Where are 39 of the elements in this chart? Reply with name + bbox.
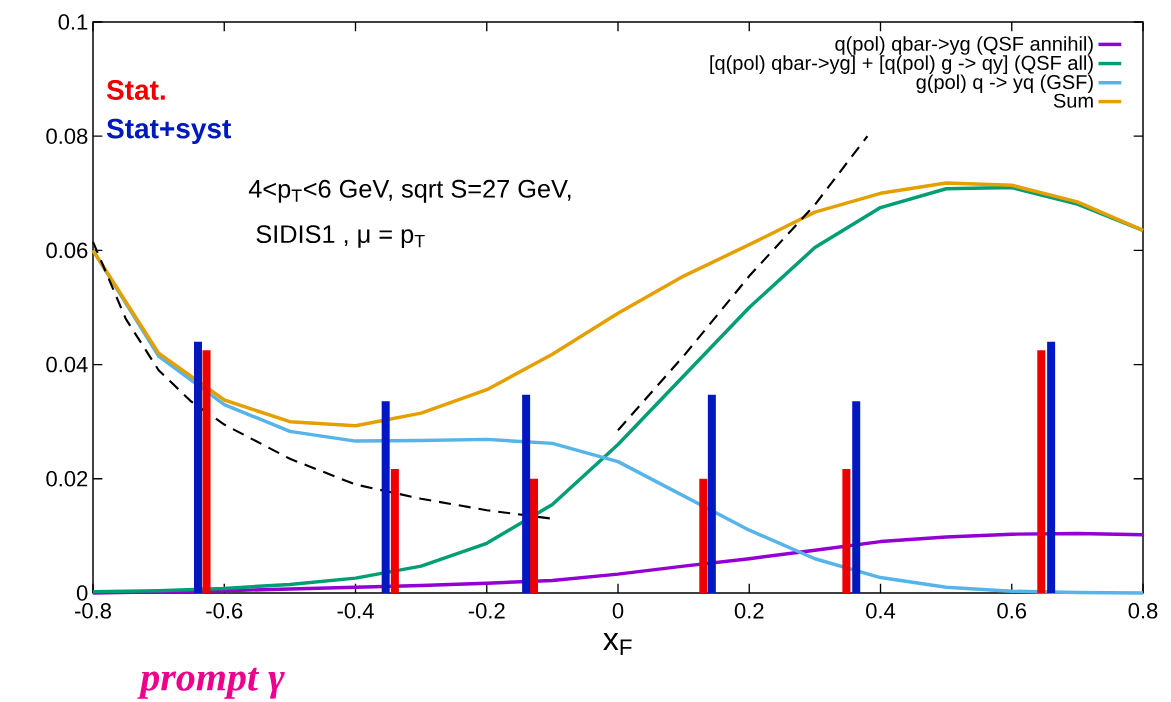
legend-label: q(pol) qbar->yg (QSF annihil) [835, 36, 1093, 55]
x-tick-label: -0.4 [337, 603, 374, 619]
bar [522, 394, 531, 593]
x-tick-label: 0.2 [734, 603, 764, 619]
annotation: SIDIS1 , μ = p$_{T}$ [256, 225, 425, 249]
bar [194, 341, 203, 593]
legend-label: g(pol) q -> yq (GSF) [916, 74, 1093, 94]
bar [202, 350, 211, 593]
x-tick-label: 0.6 [997, 603, 1027, 619]
y-tick-label: 0.02 [46, 470, 88, 487]
text: prompt γ [137, 667, 285, 699]
bar [699, 478, 708, 593]
bar [530, 478, 538, 593]
x-tick-label: 0.8 [1128, 603, 1158, 619]
legend-label: [q(pol) qbar->yg] + [q(pol) g -> qy] (QSF all) [710, 55, 1093, 74]
x-tick-label: -0.8 [75, 603, 111, 619]
bar [1037, 350, 1046, 593]
y-tick-label: 0 [76, 585, 88, 601]
text: Stat. [106, 80, 165, 100]
bar [852, 401, 861, 593]
x-tick-label: -0.2 [468, 603, 505, 619]
bar [390, 469, 399, 593]
line-series [91, 181, 1145, 428]
y-tick-label: 0.04 [46, 356, 88, 373]
y-tick-label: 0.06 [46, 242, 88, 259]
x-tick-label: 0 [612, 603, 624, 619]
legend-label: Sum [1053, 93, 1093, 108]
line-series [616, 135, 869, 432]
x-tick-label: -0.6 [206, 603, 243, 619]
text: Stat+syst [106, 118, 231, 144]
x-axis-title: x$_{F}$ [603, 633, 632, 655]
y-tick-label: 0.1 [58, 14, 88, 30]
x-tick-label: 0.4 [866, 603, 896, 619]
bar [707, 394, 716, 593]
annotation: 4<p$_{T}$<6 GeV, sqrt S=27 GeV, [248, 179, 571, 203]
bar [842, 469, 851, 593]
bar [381, 401, 390, 593]
bar [1047, 341, 1056, 593]
y-tick-label: 0.08 [46, 128, 88, 144]
